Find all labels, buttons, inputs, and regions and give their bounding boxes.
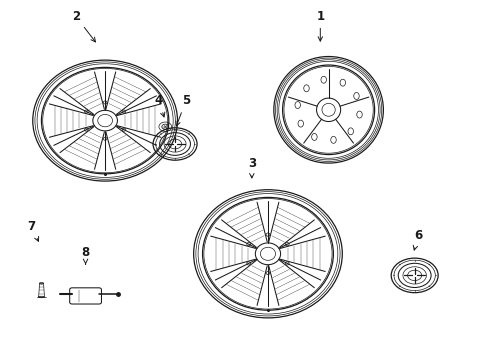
Text: 2: 2 xyxy=(72,10,95,42)
Text: 1: 1 xyxy=(316,10,324,41)
Text: 5: 5 xyxy=(176,94,189,126)
Text: 4: 4 xyxy=(155,94,164,117)
Text: 8: 8 xyxy=(81,246,89,264)
Text: 7: 7 xyxy=(28,220,39,241)
Text: 6: 6 xyxy=(412,229,421,250)
Text: 3: 3 xyxy=(247,157,255,178)
